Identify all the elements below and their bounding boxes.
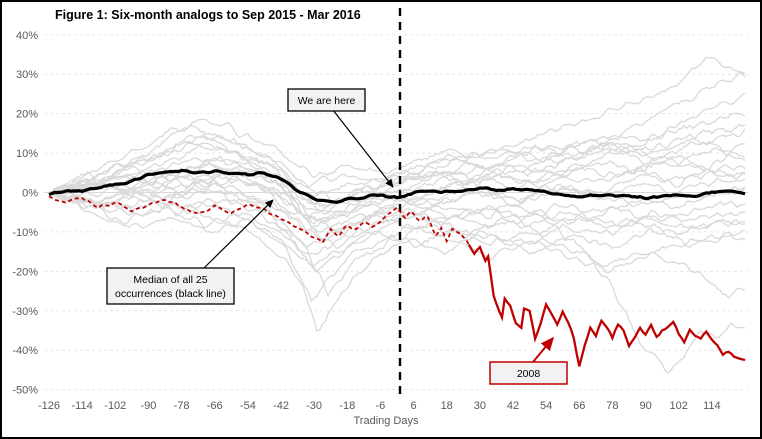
y-tick-label: -10%	[12, 227, 38, 239]
x-tick-label: 42	[507, 400, 519, 412]
analog-lines-group	[48, 56, 746, 374]
y-tick-label: 40%	[16, 30, 38, 42]
annotation-2008: 2008	[489, 336, 568, 385]
annotation-median: Median of all 25 occurrences (black line…	[106, 199, 274, 305]
x-tick-label: -18	[339, 400, 355, 412]
median-box	[106, 267, 235, 305]
annotation-we-are-here: We are here	[287, 88, 394, 188]
we-are-here-label: We are here	[298, 95, 356, 107]
analog-line	[48, 174, 745, 274]
y-tick-label: -20%	[12, 266, 38, 278]
we-are-here-box	[287, 88, 366, 112]
x-tick-label: 6	[411, 400, 417, 412]
x-tick-label: -126	[38, 400, 60, 412]
median-line	[48, 168, 746, 204]
x-tick-label: 114	[703, 400, 721, 412]
analog-line	[48, 191, 746, 303]
x-tick-label: 66	[573, 400, 585, 412]
series-2008-line	[467, 243, 746, 367]
x-tick-label: 102	[670, 400, 688, 412]
y-tick-label: -50%	[12, 385, 38, 397]
y-tick-label: 20%	[16, 109, 38, 121]
median-label-line1: Median of all 25	[133, 274, 207, 286]
label-2008-arrow	[532, 336, 554, 363]
x-tick-label: -114	[71, 400, 92, 412]
analog-line	[48, 155, 746, 374]
label-2008-box	[489, 361, 568, 385]
analog-line	[48, 128, 746, 233]
label-2008-text: 2008	[517, 368, 541, 380]
y-tick-label: -40%	[12, 345, 38, 357]
y-tick-label: 0%	[22, 188, 38, 200]
median-arrow	[203, 199, 274, 269]
x-tick-label: 54	[540, 400, 552, 412]
x-tick-label: 90	[639, 400, 651, 412]
x-tick-label: 30	[474, 400, 486, 412]
x-tick-label: -6	[376, 400, 386, 412]
series-2008-line-dashed-segment	[48, 195, 470, 245]
median-label-line2: occurrences (black line)	[115, 288, 226, 300]
x-tick-label: -90	[140, 400, 156, 412]
analog-line	[48, 118, 746, 194]
x-tick-label: -66	[207, 400, 223, 412]
y-axis-tick-labels: 40% 30% 20% 10% 0% -10% -20% -30% -40% -50%	[12, 30, 38, 397]
analog-line	[48, 112, 746, 212]
analog-line	[48, 56, 746, 198]
analog-line	[48, 174, 746, 274]
x-tick-label: -78	[174, 400, 190, 412]
x-tick-label: -54	[240, 400, 256, 412]
x-tick-label: 78	[606, 400, 618, 412]
x-axis-title: Trading Days	[353, 415, 419, 427]
analog-line	[48, 188, 746, 297]
y-tick-label: -30%	[12, 306, 38, 318]
x-tick-label: -30	[306, 400, 322, 412]
y-tick-label: 10%	[16, 148, 38, 160]
x-tick-label: 18	[441, 400, 453, 412]
analog-line	[48, 191, 746, 267]
x-tick-label: -102	[104, 400, 126, 412]
x-tick-label: -42	[273, 400, 289, 412]
analog-line	[48, 154, 746, 240]
analog-line	[48, 169, 746, 249]
we-are-here-arrow	[332, 109, 394, 188]
y-tick-label: 30%	[16, 69, 38, 81]
gridlines	[44, 34, 748, 391]
figure-title: Figure 1: Six-month analogs to Sep 2015 …	[55, 8, 361, 22]
analog-line	[48, 165, 746, 234]
analog-line	[48, 133, 745, 194]
x-axis-tick-labels: -126 -114 -102 -90 -78 -66 -54 -42 -30 -18 -6 6 18 30…	[38, 400, 721, 412]
